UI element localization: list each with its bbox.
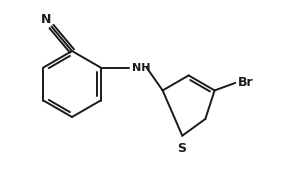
Text: S: S [177,142,186,155]
Text: NH: NH [132,62,150,73]
Text: N: N [41,13,52,26]
Text: Br: Br [238,76,254,89]
